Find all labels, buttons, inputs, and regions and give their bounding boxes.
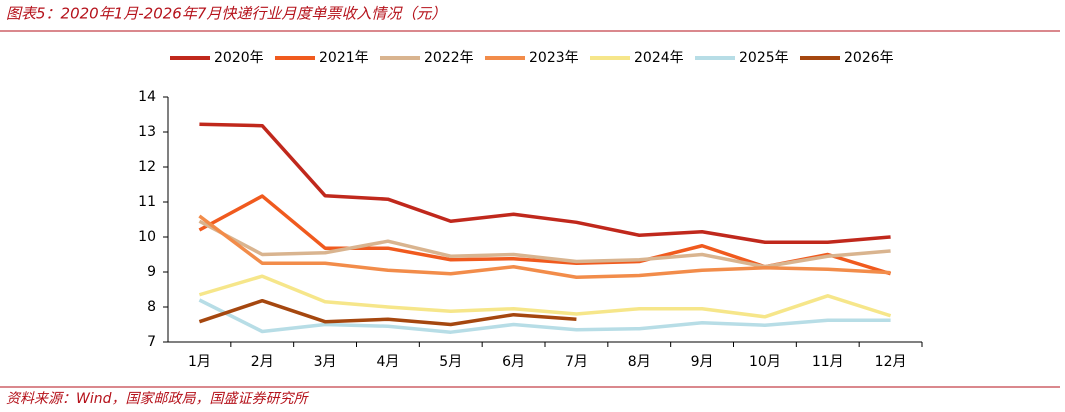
series-line	[198, 298, 577, 327]
series-line	[198, 214, 891, 279]
source: 资料来源：Wind，国家邮政局，国盛证券研究所	[6, 391, 309, 407]
series-line	[198, 274, 892, 319]
x-tick-label: 11月	[812, 354, 844, 370]
y-tick-label: 11	[138, 194, 156, 210]
x-tick-label: 9月	[691, 354, 714, 370]
legend-label: 2024年	[634, 50, 684, 66]
x-tick-label: 10月	[749, 354, 781, 370]
series-line	[198, 219, 891, 269]
y-tick-label: 13	[138, 124, 156, 140]
x-tick-label: 8月	[628, 354, 651, 370]
legend-label: 2026年	[844, 50, 894, 66]
x-tick-label: 12月	[875, 354, 907, 370]
x-tick-label: 4月	[376, 354, 399, 370]
chart-title: 图表5：2020年1月-2026年7月快递行业月度单票收入情况（元）	[6, 5, 446, 23]
x-tick-label: 5月	[439, 354, 462, 370]
legend-label: 2021年	[319, 50, 369, 66]
x-tick-label: 2月	[251, 354, 274, 370]
x-tick-label: 1月	[188, 354, 211, 370]
legend-label: 2025年	[739, 50, 789, 66]
y-tick-label: 10	[138, 229, 156, 245]
series-line	[199, 122, 891, 244]
x-tick-label: 7月	[565, 354, 588, 370]
x-tick-label: 3月	[314, 354, 337, 370]
y-tick-label: 14	[138, 89, 156, 105]
y-tick-label: 12	[138, 159, 156, 175]
legend-label: 2023年	[529, 50, 579, 66]
legend-label: 2022年	[424, 50, 474, 66]
x-tick-label: 6月	[502, 354, 525, 370]
y-tick-label: 7	[147, 334, 156, 350]
series-line	[198, 298, 891, 334]
y-tick-label: 8	[147, 299, 156, 315]
y-tick-label: 9	[147, 264, 156, 280]
legend-label: 2020年	[214, 50, 264, 66]
